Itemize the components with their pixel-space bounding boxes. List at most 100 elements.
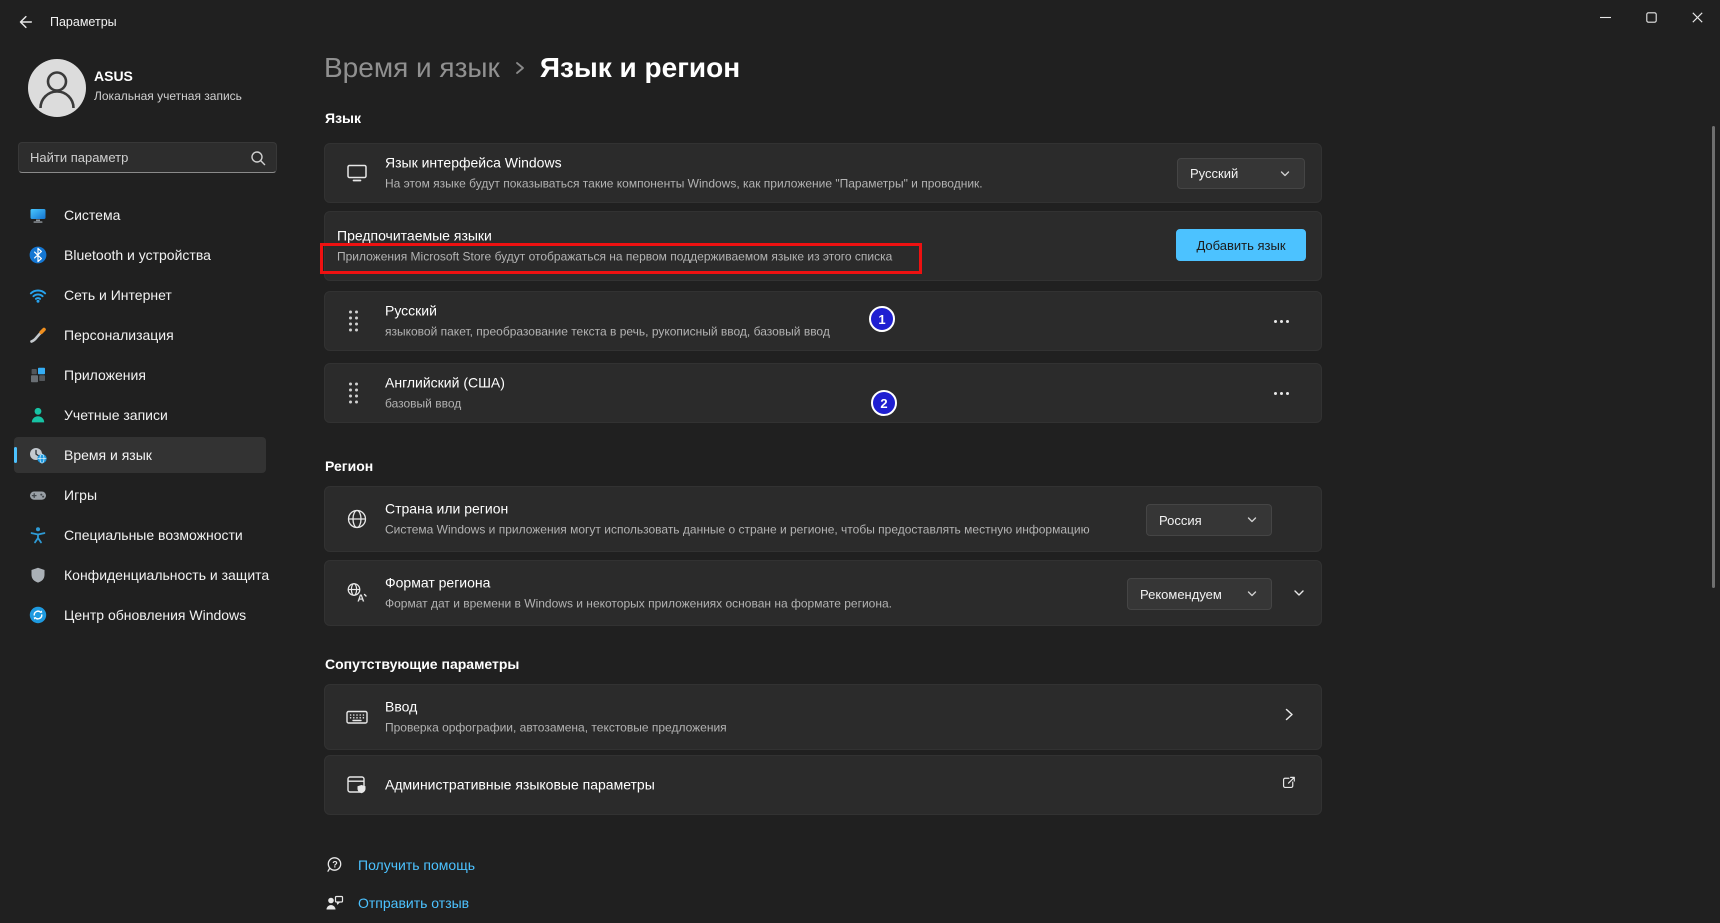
sidebar-item-accessibility[interactable]: Специальные возможности xyxy=(14,517,266,553)
window-title: Параметры xyxy=(50,15,117,29)
paintbrush-icon xyxy=(30,327,46,343)
display-icon xyxy=(347,164,367,182)
chevron-right-icon xyxy=(515,62,524,74)
sidebar-item-label: Центр обновления Windows xyxy=(64,607,247,623)
row-title: Страна или регион xyxy=(385,500,509,517)
sidebar-item-label: Время и язык xyxy=(64,447,152,463)
regional-format-icon: A xyxy=(347,583,367,605)
scrollbar[interactable] xyxy=(1712,126,1715,588)
row-title: Язык интерфейса Windows xyxy=(385,154,562,171)
dropdown-value: Рекомендуем xyxy=(1140,586,1222,602)
more-options-button[interactable] xyxy=(1267,309,1295,333)
wifi-icon xyxy=(29,289,47,303)
sidebar-item-label: Персонализация xyxy=(64,327,174,343)
sidebar-item-label: Система xyxy=(64,207,121,223)
avatar[interactable] xyxy=(28,59,86,117)
keyboard-icon xyxy=(346,710,368,724)
bluetooth-icon xyxy=(29,246,47,264)
send-feedback-link[interactable]: Отправить отзыв xyxy=(324,893,469,913)
row-title: Административные языковые параметры xyxy=(385,776,655,793)
system-icon xyxy=(30,209,46,223)
row-description: На этом языке будут показываться такие к… xyxy=(385,176,983,191)
language-name: Английский (США) xyxy=(385,374,505,391)
back-arrow-icon xyxy=(19,15,33,29)
sidebar-item-time-language[interactable]: Время и язык xyxy=(14,437,266,473)
annotation-badge-1: 1 xyxy=(869,306,895,332)
search-box xyxy=(18,142,277,173)
close-button[interactable] xyxy=(1674,0,1720,34)
sidebar-item-label: Конфиденциальность и защита xyxy=(64,567,270,583)
globe-icon xyxy=(347,509,367,529)
get-help-link[interactable]: ? Получить помощь xyxy=(324,855,475,875)
country-region-row: Страна или регион Система Windows и прил… xyxy=(324,486,1322,552)
page-title: Язык и регион xyxy=(539,52,741,83)
sidebar-item-personalization[interactable]: Персонализация xyxy=(14,317,266,353)
sidebar: ASUS Локальная учетная запись Система Bl… xyxy=(0,44,280,923)
language-name: Русский xyxy=(385,302,437,319)
sidebar-item-bluetooth[interactable]: Bluetooth и устройства xyxy=(14,237,266,273)
sidebar-item-label: Специальные возможности xyxy=(64,527,243,543)
maximize-button[interactable] xyxy=(1628,0,1674,34)
svg-text:?: ? xyxy=(332,859,338,869)
accounts-person-icon xyxy=(31,407,45,423)
display-language-dropdown[interactable]: Русский xyxy=(1177,158,1305,189)
gamepad-icon xyxy=(30,491,46,500)
row-description: Система Windows и приложения могут испол… xyxy=(385,522,1090,537)
maximize-icon xyxy=(1645,11,1657,23)
language-features: языковой пакет, преобразование текста в … xyxy=(385,324,830,339)
title-bar: Параметры xyxy=(0,0,1720,44)
annotation-badge-2: 2 xyxy=(871,390,897,416)
add-language-button[interactable]: Добавить язык xyxy=(1176,229,1306,261)
country-dropdown[interactable]: Россия xyxy=(1146,504,1272,536)
feedback-icon xyxy=(326,895,344,910)
typing-row[interactable]: Ввод Проверка орфографии, автозамена, те… xyxy=(324,684,1322,750)
windows-update-icon xyxy=(29,606,47,624)
sidebar-item-privacy[interactable]: Конфиденциальность и защита xyxy=(14,557,270,593)
close-icon xyxy=(1691,11,1703,23)
account-name: ASUS xyxy=(94,68,133,84)
section-label-related: Сопутствующие параметры xyxy=(325,656,520,672)
chevron-down-icon xyxy=(1294,590,1304,596)
breadcrumb-parent[interactable]: Время и язык xyxy=(324,52,500,83)
minimize-button[interactable] xyxy=(1582,0,1628,34)
language-row-english[interactable]: Английский (США) базовый ввод xyxy=(324,363,1322,423)
help-icon: ? xyxy=(327,857,342,872)
minimize-icon xyxy=(1599,16,1611,18)
apps-icon xyxy=(31,367,45,383)
row-title: Ввод xyxy=(385,698,418,715)
search-input[interactable] xyxy=(30,144,245,171)
row-title: Формат региона xyxy=(385,574,491,591)
sidebar-item-label: Bluetooth и устройства xyxy=(64,247,211,263)
sidebar-item-network[interactable]: Сеть и Интернет xyxy=(14,277,266,313)
get-help-label: Получить помощь xyxy=(358,857,476,873)
sidebar-item-label: Сеть и Интернет xyxy=(64,287,172,303)
row-description: Формат дат и времени в Windows и некотор… xyxy=(385,596,892,611)
sidebar-item-accounts[interactable]: Учетные записи xyxy=(14,397,266,433)
chevron-down-icon xyxy=(1247,517,1257,523)
format-dropdown[interactable]: Рекомендуем xyxy=(1127,578,1272,610)
sidebar-item-gaming[interactable]: Игры xyxy=(14,477,266,513)
admin-language-row[interactable]: Административные языковые параметры xyxy=(324,755,1322,815)
breadcrumb: Время и язык Язык и регион xyxy=(324,52,740,84)
external-link-icon xyxy=(1280,774,1297,796)
back-button[interactable] xyxy=(10,7,40,37)
sidebar-item-system[interactable]: Система xyxy=(14,197,266,233)
row-description: Проверка орфографии, автозамена, текстов… xyxy=(385,720,727,735)
display-language-row: Язык интерфейса Windows На этом языке бу… xyxy=(324,143,1322,203)
sidebar-item-apps[interactable]: Приложения xyxy=(14,357,266,393)
expand-row-button[interactable] xyxy=(1287,581,1311,605)
time-language-icon xyxy=(30,448,47,464)
drag-handle-icon[interactable] xyxy=(349,382,358,404)
shield-icon xyxy=(31,567,45,583)
sidebar-item-windows-update[interactable]: Центр обновления Windows xyxy=(14,597,266,633)
row-title: Предпочитаемые языки xyxy=(337,227,492,244)
sidebar-item-label: Учетные записи xyxy=(64,407,168,423)
section-label-region: Регион xyxy=(325,458,374,474)
search-icon[interactable] xyxy=(249,149,267,172)
section-label-language: Язык xyxy=(325,110,361,126)
language-row-russian[interactable]: Русский языковой пакет, преобразование т… xyxy=(324,291,1322,351)
language-features: базовый ввод xyxy=(385,396,462,411)
chevron-down-icon xyxy=(1247,591,1257,597)
drag-handle-icon[interactable] xyxy=(349,310,358,332)
more-options-button[interactable] xyxy=(1267,381,1295,405)
